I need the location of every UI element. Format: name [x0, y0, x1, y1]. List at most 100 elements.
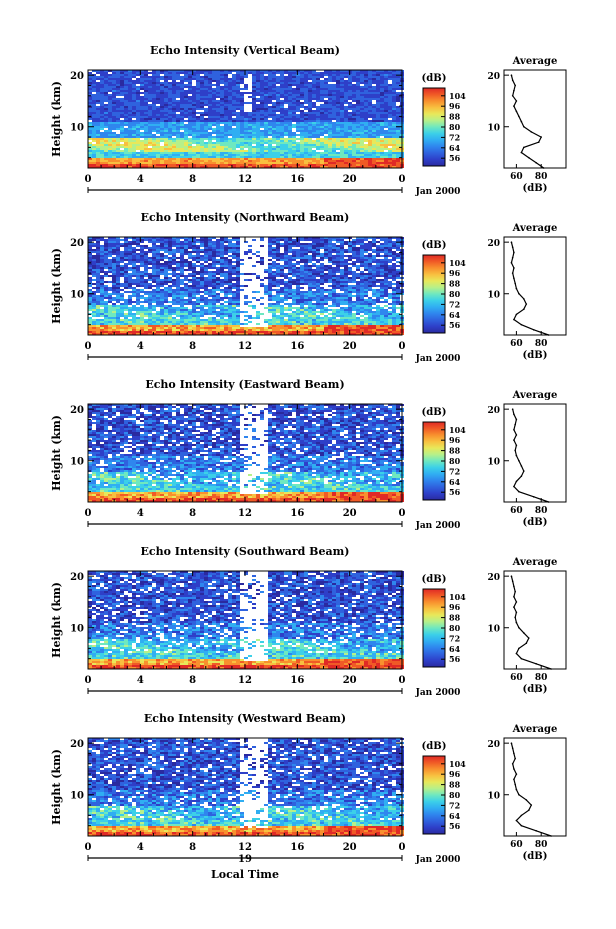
heatmap-cell [204, 70, 208, 72]
heatmap-cell [384, 110, 388, 112]
heatmap-cell [348, 249, 352, 251]
heatmap-cell [220, 148, 224, 150]
heatmap-cell [336, 134, 340, 136]
heatmap-cell [376, 166, 380, 168]
heatmap-cell [120, 140, 124, 142]
heatmap-cell [232, 253, 236, 255]
heatmap-cell [100, 261, 104, 263]
heatmap-cell [240, 158, 244, 160]
heatmap-cell [180, 92, 184, 94]
heatmap-cell [196, 265, 200, 267]
heatmap-cell [140, 166, 144, 168]
heatmap-cell [216, 251, 220, 253]
heatmap-cell [112, 100, 116, 102]
heatmap-cell [236, 126, 240, 128]
heatmap-cell [368, 122, 372, 124]
heatmap-cell [116, 150, 120, 152]
heatmap-cell [240, 134, 244, 136]
heatmap-cell [292, 152, 296, 154]
heatmap-cell [148, 247, 152, 249]
heatmap-cell [120, 84, 124, 86]
heatmap-cell [184, 261, 188, 263]
heatmap-cell [284, 86, 288, 88]
heatmap-cell [120, 74, 124, 76]
heatmap-cell [256, 114, 260, 116]
heatmap-cell [172, 96, 176, 98]
heatmap-cell [272, 138, 276, 140]
heatmap-cell [172, 84, 176, 86]
heatmap-cell [200, 142, 204, 144]
heatmap-cell [140, 140, 144, 142]
profile-point [515, 100, 518, 102]
heatmap-cell [104, 108, 108, 110]
heatmap-cell [352, 134, 356, 136]
heatmap-cell [320, 166, 324, 168]
heatmap-cell [116, 110, 120, 112]
heatmap-cell [376, 245, 380, 247]
heatmap-cell [208, 273, 212, 275]
heatmap-cell [176, 70, 180, 72]
heatmap-cell [248, 136, 252, 138]
heatmap-cell [128, 237, 132, 239]
heatmap-cell [160, 273, 164, 275]
heatmap-cell [344, 249, 348, 251]
heatmap-cell [268, 243, 272, 245]
heatmap-cell [196, 92, 200, 94]
heatmap-cell [124, 166, 128, 168]
heatmap-cell [120, 92, 124, 94]
heatmap-cell [388, 96, 392, 98]
heatmap-cell [328, 156, 332, 158]
heatmap-cell [196, 120, 200, 122]
heatmap-cell [232, 122, 236, 124]
heatmap-cell [176, 130, 180, 132]
heatmap-cell [220, 118, 224, 120]
heatmap-cell [276, 271, 280, 273]
heatmap-cell [368, 243, 372, 245]
profile-x-tick-label: 60 [510, 172, 523, 182]
heatmap-cell [208, 160, 212, 162]
heatmap-cell [316, 132, 320, 134]
heatmap-cell [288, 112, 292, 114]
heatmap-cell [264, 70, 268, 72]
heatmap-cell [180, 110, 184, 112]
heatmap-cell [364, 247, 368, 249]
heatmap-cell [136, 86, 140, 88]
heatmap-cell [336, 74, 340, 76]
heatmap-cell [100, 84, 104, 86]
heatmap-cell [216, 160, 220, 162]
heatmap-cell [132, 120, 136, 122]
heatmap-cell [288, 126, 292, 128]
heatmap-cell [360, 114, 364, 116]
heatmap-cell [108, 98, 112, 100]
heatmap-cell [192, 114, 196, 116]
heatmap-cell [276, 134, 280, 136]
heatmap-cell [104, 144, 108, 146]
heatmap-cell [264, 76, 268, 78]
heatmap-cell [384, 259, 388, 261]
heatmap-cell [392, 140, 396, 142]
heatmap-cell [140, 116, 144, 118]
heatmap-cell [132, 110, 136, 112]
heatmap-cell [388, 102, 392, 104]
heatmap-cell [324, 164, 328, 166]
heatmap-cell [100, 259, 104, 261]
heatmap-cell [184, 128, 188, 130]
heatmap-cell [172, 243, 176, 245]
heatmap-cell [316, 166, 320, 168]
heatmap-cell [108, 162, 112, 164]
heatmap-cell [120, 164, 124, 166]
heatmap-cell [372, 70, 376, 72]
heatmap-cell [372, 116, 376, 118]
heatmap-cell [284, 90, 288, 92]
heatmap-cell [168, 247, 172, 249]
heatmap-cell [88, 82, 92, 84]
heatmap-cell [268, 271, 272, 273]
heatmap-cell [368, 140, 372, 142]
heatmap-cell [304, 152, 308, 154]
heatmap-cell [200, 84, 204, 86]
heatmap-cell [284, 146, 288, 148]
heatmap-cell [348, 142, 352, 144]
heatmap-cell [104, 90, 108, 92]
heatmap-cell [280, 94, 284, 96]
heatmap-cell [124, 251, 128, 253]
